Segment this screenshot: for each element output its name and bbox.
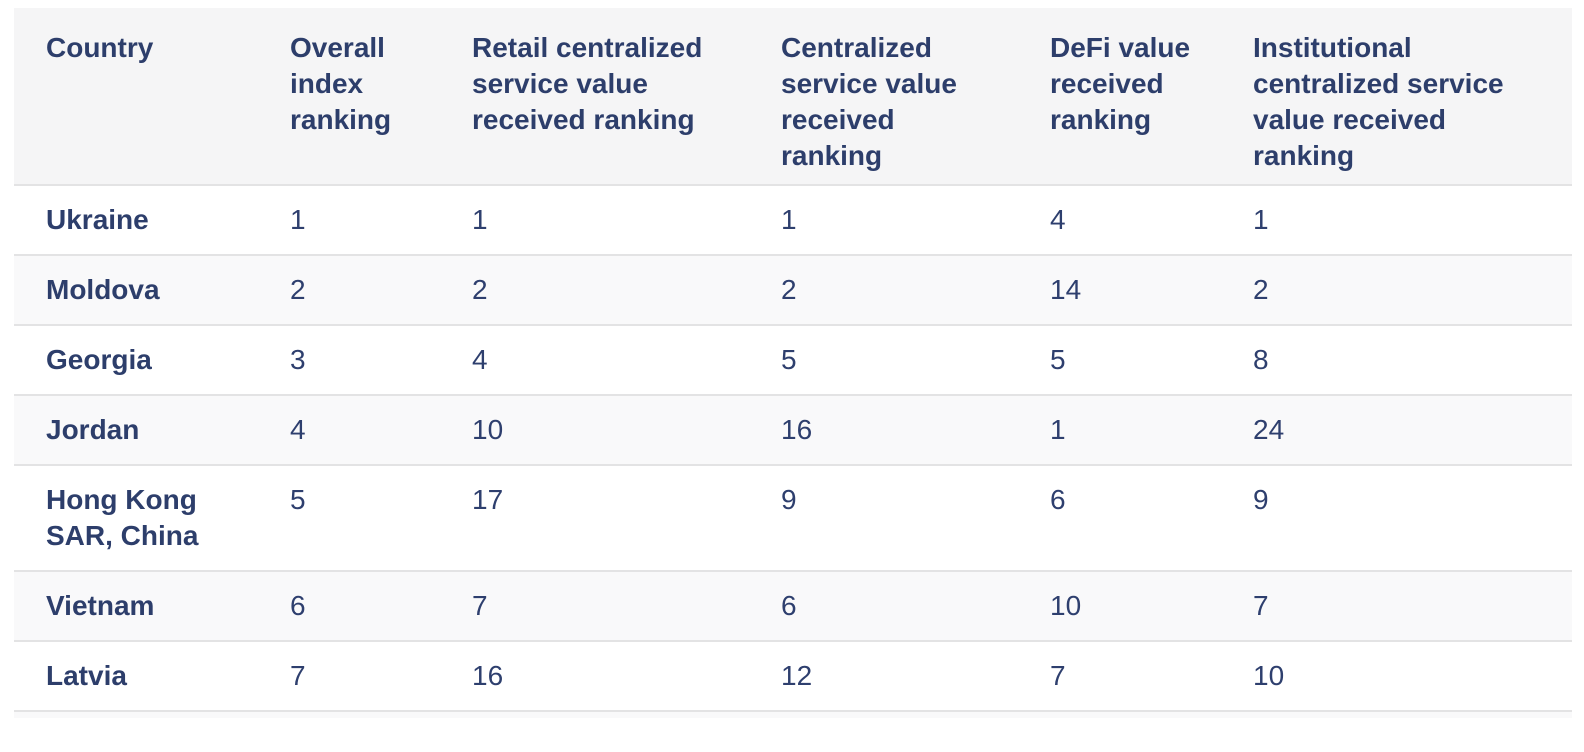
rank-cell: 16	[440, 641, 749, 712]
rank-cell: 8	[1221, 325, 1572, 396]
rank-cell: 5	[749, 325, 1018, 396]
rank-cell: 10	[1221, 641, 1572, 712]
next-row-partial	[14, 712, 1572, 718]
rank-cell: 7	[440, 571, 749, 642]
country-cell: Hong Kong SAR, China	[14, 465, 258, 572]
table-row-moldova: Moldova 2 2 2 14 2	[14, 255, 1572, 326]
rank-cell: 5	[1018, 325, 1221, 396]
table-row-vietnam: Vietnam 6 7 6 10 7	[14, 571, 1572, 642]
crypto-adoption-rankings-table: Country Overall index ranking Retail cen…	[14, 8, 1572, 712]
rank-cell: 10	[1018, 571, 1221, 642]
rank-cell: 4	[440, 325, 749, 396]
table-row-jordan: Jordan 4 10 16 1 24	[14, 395, 1572, 466]
rank-cell: 1	[1018, 395, 1221, 466]
rank-cell: 6	[1018, 465, 1221, 572]
rank-cell: 16	[749, 395, 1018, 466]
rank-cell: 7	[1221, 571, 1572, 642]
rank-cell: 6	[258, 571, 440, 642]
country-cell: Latvia	[14, 641, 258, 712]
table-row-georgia: Georgia 3 4 5 5 8	[14, 325, 1572, 396]
column-header-retail: Retail centralized service value receive…	[440, 8, 749, 186]
rank-cell: 4	[1018, 185, 1221, 256]
header-row: Country Overall index ranking Retail cen…	[14, 8, 1572, 186]
rank-cell: 14	[1018, 255, 1221, 326]
rank-cell: 9	[749, 465, 1018, 572]
rank-cell: 17	[440, 465, 749, 572]
column-header-defi: DeFi value received ranking	[1018, 8, 1221, 186]
rank-cell: 1	[440, 185, 749, 256]
country-cell: Georgia	[14, 325, 258, 396]
rank-cell: 3	[258, 325, 440, 396]
rank-cell: 12	[749, 641, 1018, 712]
rank-cell: 2	[1221, 255, 1572, 326]
country-cell: Jordan	[14, 395, 258, 466]
rank-cell: 4	[258, 395, 440, 466]
rank-cell: 24	[1221, 395, 1572, 466]
rank-cell: 2	[749, 255, 1018, 326]
rank-cell: 2	[258, 255, 440, 326]
rank-cell: 2	[440, 255, 749, 326]
column-header-centralized: Centralized service value received ranki…	[749, 8, 1018, 186]
rank-cell: 1	[749, 185, 1018, 256]
rank-cell: 10	[440, 395, 749, 466]
table-row-latvia: Latvia 7 16 12 7 10	[14, 641, 1572, 712]
table-row-hong-kong: Hong Kong SAR, China 5 17 9 6 9	[14, 465, 1572, 572]
country-cell: Ukraine	[14, 185, 258, 256]
rank-cell: 7	[258, 641, 440, 712]
column-header-overall: Overall index ranking	[258, 8, 440, 186]
column-header-country: Country	[14, 8, 258, 186]
rankings-table-container: Country Overall index ranking Retail cen…	[14, 8, 1572, 718]
rank-cell: 1	[1221, 185, 1572, 256]
country-cell: Vietnam	[14, 571, 258, 642]
country-cell: Moldova	[14, 255, 258, 326]
rank-cell: 7	[1018, 641, 1221, 712]
rank-cell: 6	[749, 571, 1018, 642]
rank-cell: 9	[1221, 465, 1572, 572]
column-header-institutional: Institutional centralized service value …	[1221, 8, 1572, 186]
rank-cell: 5	[258, 465, 440, 572]
table-row-ukraine: Ukraine 1 1 1 4 1	[14, 185, 1572, 256]
rank-cell: 1	[258, 185, 440, 256]
